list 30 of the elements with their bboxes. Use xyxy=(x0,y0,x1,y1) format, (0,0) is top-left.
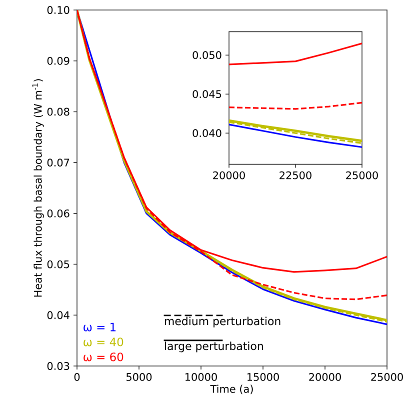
y-tick-label: 0.06 xyxy=(47,209,70,218)
annotation: medium perturbation xyxy=(165,316,280,328)
y-tick-label: 0.10 xyxy=(47,6,70,14)
y-tick-label: 0.040 xyxy=(192,129,222,138)
text: ω = 60 xyxy=(84,352,124,362)
x-tick-label: 22500 xyxy=(280,171,312,180)
y-tick-label: 0.09 xyxy=(47,56,70,65)
x-tick-label: 15000 xyxy=(248,373,279,381)
y-tick-label: 0.05 xyxy=(47,260,70,268)
y-tick-label: 0.08 xyxy=(47,108,70,116)
x-tick-label: 25000 xyxy=(371,373,403,381)
x-axis-title: Time (a) xyxy=(210,384,253,394)
x-tick-label: 5000 xyxy=(126,373,152,381)
x-tick-label: 10000 xyxy=(186,373,217,381)
text: ω = 40 xyxy=(84,338,124,346)
x-tick-label: 20000 xyxy=(213,171,245,180)
y-tick-label: 0.04 xyxy=(47,311,70,320)
line-series xyxy=(229,42,362,66)
text: ω = 1 xyxy=(84,322,116,332)
y-tick-label: 0.07 xyxy=(47,158,70,167)
line-series xyxy=(229,124,362,148)
annotation: large perturbation xyxy=(165,342,263,352)
y-tick-label: 0.045 xyxy=(192,90,222,98)
y-tick-label: 0.050 xyxy=(192,51,222,60)
y-tick-label: 0.03 xyxy=(47,362,70,370)
x-tick-label: 25000 xyxy=(346,171,378,180)
x-tick-label: 20000 xyxy=(309,373,341,381)
line-series xyxy=(229,102,362,110)
y-axis-title: Heat flux through basal boundary (W m$^{-1}$) xyxy=(32,79,44,297)
x-tick-label: 0 xyxy=(74,373,80,381)
